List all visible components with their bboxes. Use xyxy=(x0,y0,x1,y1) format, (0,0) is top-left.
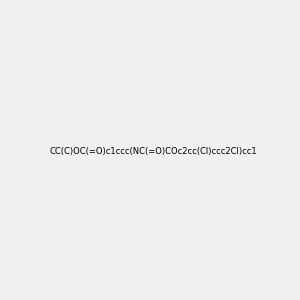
Text: CC(C)OC(=O)c1ccc(NC(=O)COc2cc(Cl)ccc2Cl)cc1: CC(C)OC(=O)c1ccc(NC(=O)COc2cc(Cl)ccc2Cl)… xyxy=(50,147,258,156)
